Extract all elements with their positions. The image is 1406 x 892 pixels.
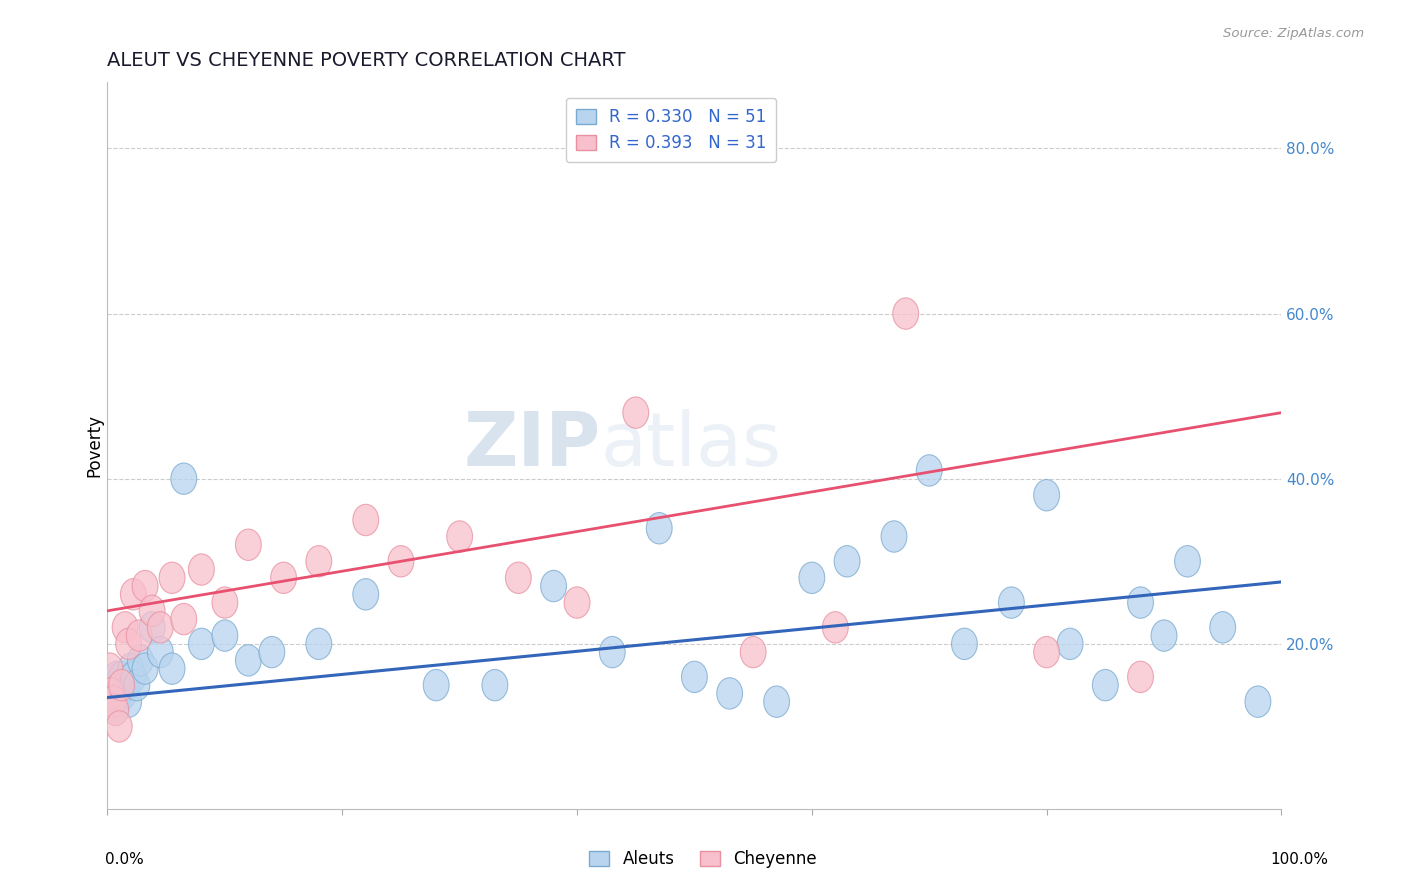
Ellipse shape: [799, 562, 825, 593]
Ellipse shape: [172, 603, 197, 635]
Ellipse shape: [118, 653, 143, 684]
Ellipse shape: [139, 595, 165, 626]
Ellipse shape: [998, 587, 1025, 618]
Y-axis label: Poverty: Poverty: [86, 414, 103, 477]
Ellipse shape: [1033, 480, 1060, 511]
Ellipse shape: [917, 455, 942, 486]
Ellipse shape: [98, 678, 124, 709]
Ellipse shape: [447, 521, 472, 552]
Ellipse shape: [98, 678, 124, 709]
Text: ALEUT VS CHEYENNE POVERTY CORRELATION CHART: ALEUT VS CHEYENNE POVERTY CORRELATION CH…: [107, 51, 626, 70]
Ellipse shape: [1033, 636, 1060, 668]
Ellipse shape: [115, 628, 142, 659]
Ellipse shape: [121, 661, 146, 692]
Ellipse shape: [101, 678, 128, 709]
Ellipse shape: [1174, 546, 1201, 577]
Ellipse shape: [212, 587, 238, 618]
Ellipse shape: [423, 670, 449, 701]
Ellipse shape: [159, 653, 186, 684]
Ellipse shape: [139, 612, 165, 643]
Ellipse shape: [763, 686, 790, 717]
Ellipse shape: [541, 570, 567, 602]
Ellipse shape: [128, 645, 153, 676]
Text: 100.0%: 100.0%: [1271, 852, 1329, 867]
Ellipse shape: [103, 694, 128, 725]
Ellipse shape: [107, 670, 134, 701]
Ellipse shape: [564, 587, 591, 618]
Ellipse shape: [271, 562, 297, 593]
Ellipse shape: [108, 670, 135, 701]
Ellipse shape: [188, 628, 214, 659]
Ellipse shape: [1152, 620, 1177, 651]
Ellipse shape: [159, 562, 186, 593]
Ellipse shape: [235, 529, 262, 560]
Ellipse shape: [717, 678, 742, 709]
Ellipse shape: [259, 636, 285, 668]
Ellipse shape: [100, 686, 127, 717]
Ellipse shape: [121, 579, 146, 610]
Ellipse shape: [100, 670, 127, 701]
Text: Source: ZipAtlas.com: Source: ZipAtlas.com: [1223, 27, 1364, 40]
Ellipse shape: [105, 686, 131, 717]
Ellipse shape: [235, 645, 262, 676]
Ellipse shape: [952, 628, 977, 659]
Ellipse shape: [132, 570, 157, 602]
Ellipse shape: [599, 636, 626, 668]
Ellipse shape: [682, 661, 707, 692]
Ellipse shape: [1128, 661, 1153, 692]
Ellipse shape: [114, 670, 139, 701]
Ellipse shape: [893, 298, 918, 329]
Ellipse shape: [212, 620, 238, 651]
Ellipse shape: [834, 546, 860, 577]
Ellipse shape: [307, 546, 332, 577]
Ellipse shape: [1057, 628, 1083, 659]
Ellipse shape: [127, 620, 152, 651]
Ellipse shape: [107, 711, 132, 742]
Text: atlas: atlas: [600, 409, 782, 483]
Ellipse shape: [1244, 686, 1271, 717]
Ellipse shape: [108, 661, 135, 692]
Ellipse shape: [188, 554, 214, 585]
Ellipse shape: [823, 612, 848, 643]
Ellipse shape: [388, 546, 413, 577]
Ellipse shape: [103, 694, 128, 725]
Ellipse shape: [1092, 670, 1118, 701]
Ellipse shape: [172, 463, 197, 494]
Ellipse shape: [97, 686, 122, 717]
Ellipse shape: [104, 661, 129, 692]
Ellipse shape: [647, 513, 672, 544]
Text: ZIP: ZIP: [464, 409, 600, 483]
Ellipse shape: [307, 628, 332, 659]
Ellipse shape: [148, 612, 173, 643]
Legend: Aleuts, Cheyenne: Aleuts, Cheyenne: [582, 844, 824, 875]
Ellipse shape: [482, 670, 508, 701]
Ellipse shape: [1128, 587, 1153, 618]
Ellipse shape: [353, 504, 378, 536]
Ellipse shape: [1209, 612, 1236, 643]
Ellipse shape: [111, 678, 136, 709]
Ellipse shape: [124, 670, 150, 701]
Ellipse shape: [882, 521, 907, 552]
Ellipse shape: [115, 686, 142, 717]
Ellipse shape: [100, 686, 125, 717]
Legend: R = 0.330   N = 51, R = 0.393   N = 31: R = 0.330 N = 51, R = 0.393 N = 31: [565, 98, 776, 162]
Text: 0.0%: 0.0%: [105, 852, 145, 867]
Ellipse shape: [505, 562, 531, 593]
Ellipse shape: [112, 612, 138, 643]
Ellipse shape: [97, 653, 122, 684]
Ellipse shape: [353, 579, 378, 610]
Ellipse shape: [148, 636, 173, 668]
Ellipse shape: [623, 397, 648, 428]
Ellipse shape: [107, 678, 132, 709]
Ellipse shape: [132, 653, 157, 684]
Ellipse shape: [740, 636, 766, 668]
